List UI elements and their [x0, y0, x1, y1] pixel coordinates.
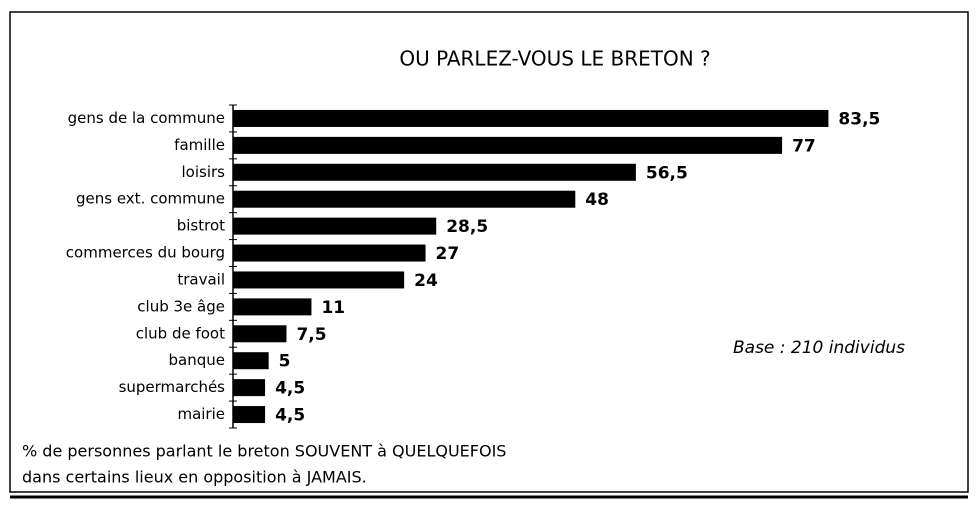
bar [233, 163, 636, 181]
y-tick-label: commerces du bourg [66, 244, 225, 262]
footnote: dans certains lieux en opposition à JAMA… [22, 468, 367, 487]
footnote: % de personnes parlant le breton SOUVENT… [22, 442, 506, 461]
y-tick-label: loisirs [182, 163, 226, 181]
y-tick-label: club de foot [136, 324, 225, 342]
bar [233, 109, 829, 127]
bar [233, 244, 426, 262]
value-label: 28,5 [446, 217, 488, 237]
bar [233, 325, 287, 343]
value-label: 83,5 [838, 109, 880, 129]
value-label: 7,5 [296, 325, 326, 345]
frame [9, 11, 969, 493]
bar [233, 298, 312, 316]
y-tick-label: travail [177, 270, 225, 288]
bar [233, 406, 266, 424]
value-label: 24 [414, 271, 438, 291]
y-tick-label: bistrot [177, 217, 225, 235]
y-tick-label: gens de la commune [68, 109, 225, 127]
y-tick-label: club 3e âge [137, 297, 225, 315]
bar [233, 379, 266, 397]
value-label: 4,5 [275, 406, 305, 426]
value-label: 48 [585, 190, 609, 210]
annotation: Base : 210 individus [733, 338, 905, 358]
bar [233, 190, 576, 208]
value-label: 11 [321, 298, 345, 318]
y-tick-label: mairie [177, 405, 225, 423]
y-tick-label: banque [169, 351, 225, 369]
y-tick-label: famille [174, 136, 225, 154]
value-label: 5 [279, 352, 291, 372]
bar [233, 136, 783, 154]
bar [233, 217, 437, 235]
value-label: 56,5 [646, 163, 688, 183]
chart-title: OU PARLEZ-VOUS LE BRETON ? [399, 47, 710, 71]
value-label: 4,5 [275, 379, 305, 399]
value-label: 27 [436, 244, 460, 264]
y-tick-label: gens ext. commune [76, 190, 225, 208]
y-tick-label: supermarchés [119, 378, 226, 396]
bar [233, 352, 269, 370]
value-label: 77 [792, 136, 816, 156]
bar [233, 271, 405, 289]
